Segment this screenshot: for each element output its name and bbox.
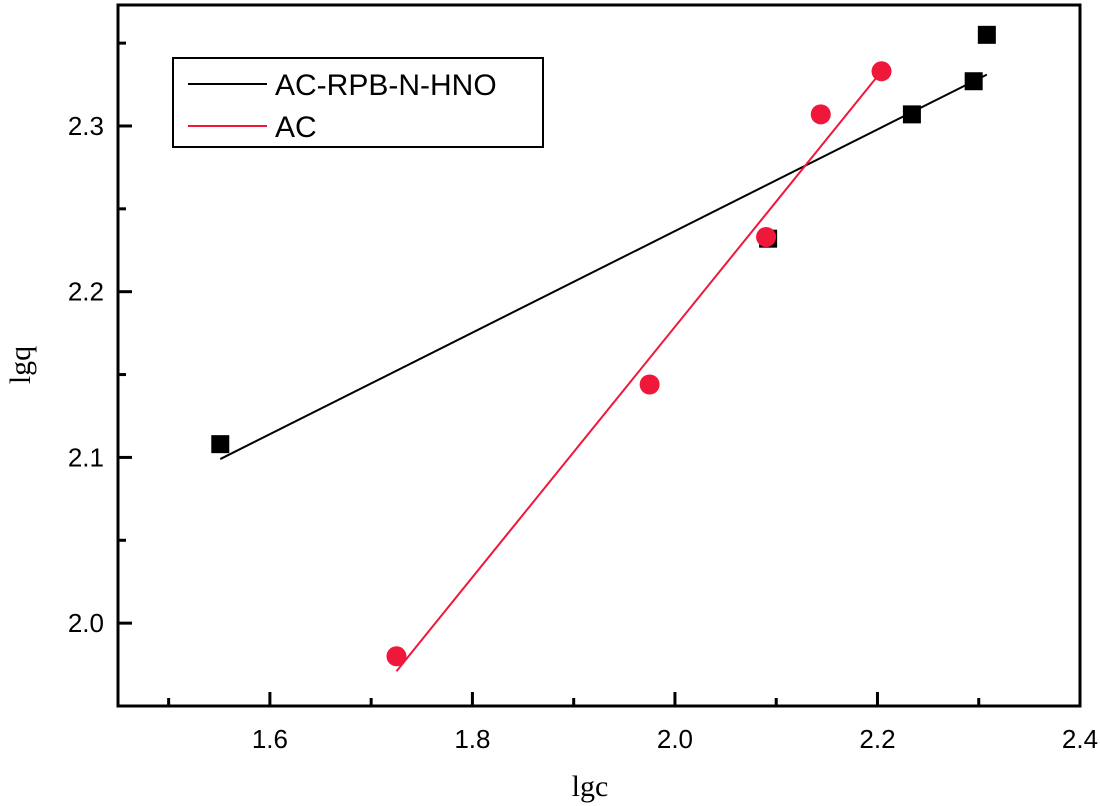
axis-ticks: 1.6 1.8 2.0 2.2 2.4 2.0 2.1 2.2 2.3	[68, 41, 1098, 754]
y-axis-title: lgq	[4, 346, 37, 384]
x-tick-label: 2.0	[657, 724, 693, 754]
x-tick-label: 2.4	[1062, 724, 1098, 754]
x-axis-title: lgc	[572, 770, 609, 803]
x-tick-label: 1.8	[454, 724, 490, 754]
data-point-series-1	[386, 646, 407, 667]
y-tick-label: 2.3	[68, 111, 104, 141]
plot-frame	[116, 3, 1082, 708]
legend-box	[172, 57, 544, 148]
legend-label-series-0: AC-RPB-N-HNO	[275, 69, 497, 102]
y-tick-label: 2.0	[68, 608, 104, 638]
data-point-series-1	[756, 227, 777, 248]
data-point-series-1	[871, 61, 892, 82]
data-point-series-0	[211, 435, 230, 454]
x-tick-label: 2.2	[859, 724, 895, 754]
legend: AC-RPB-N-HNO AC	[172, 57, 544, 148]
plot-marks	[211, 25, 996, 672]
data-point-series-0	[902, 105, 921, 124]
fit-line-series-1	[395, 70, 883, 672]
y-tick-label: 2.2	[68, 277, 104, 307]
legend-label-series-1: AC	[275, 111, 317, 144]
data-point-series-0	[964, 72, 983, 91]
x-tick-label: 1.6	[252, 724, 288, 754]
data-point-series-1	[810, 104, 831, 125]
data-point-series-1	[639, 374, 660, 395]
y-tick-label: 2.1	[68, 442, 104, 472]
data-point-series-0	[977, 25, 996, 44]
fit-line-series-0	[219, 73, 988, 460]
